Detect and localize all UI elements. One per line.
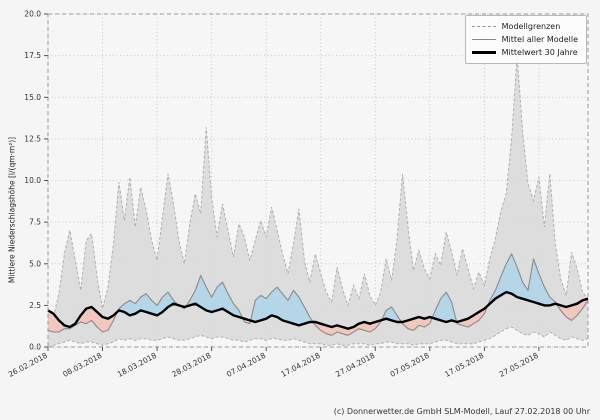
above-normal-fill — [117, 253, 557, 326]
svg-text:5.0: 5.0 — [29, 259, 41, 268]
legend-item-modellgrenzen: Modellgrenzen — [471, 20, 578, 33]
y-axis-label: Mittlere Niederschlagshöhe [l/(qm·m²)] — [7, 136, 17, 284]
legend: Modellgrenzen Mittel aller Modelle Mitte… — [464, 15, 587, 64]
svg-text:08.03.2018: 08.03.2018 — [61, 351, 103, 379]
model-lower-bound-line — [47, 326, 589, 348]
mean-30y-line — [47, 290, 589, 330]
svg-text:15.0: 15.0 — [24, 93, 41, 102]
svg-text:27.04.2018: 27.04.2018 — [334, 351, 376, 379]
svg-text:12.5: 12.5 — [24, 135, 41, 144]
legend-label: Mittelwert 30 Jahre — [501, 48, 578, 57]
svg-text:28.03.2018: 28.03.2018 — [170, 351, 212, 379]
svg-text:07.05.2018: 07.05.2018 — [389, 351, 431, 379]
dashed-line-icon — [471, 26, 496, 27]
svg-text:17.5: 17.5 — [24, 51, 41, 60]
svg-text:20.0: 20.0 — [24, 10, 41, 19]
svg-text:17.05.2018: 17.05.2018 — [443, 351, 485, 379]
svg-text:10.0: 10.0 — [24, 176, 41, 185]
svg-text:7.5: 7.5 — [29, 218, 41, 227]
x-axis-ticks: 26.02.2018 08.03.2018 18.03.2018 28.03.2018… — [7, 347, 540, 379]
svg-text:27.05.2018: 27.05.2018 — [498, 351, 540, 379]
y-axis-ticks: 0.0 2.5 5.0 7.5 10.0 12.5 15.0 17.5 20.0 — [24, 10, 48, 352]
svg-text:17.04.2018: 17.04.2018 — [279, 351, 321, 379]
model-range-band — [48, 55, 588, 347]
legend-label: Mittel aller Modelle — [501, 35, 578, 44]
axes-frame — [47, 13, 589, 348]
gray-line-icon — [471, 39, 496, 40]
svg-text:26.02.2018: 26.02.2018 — [7, 351, 49, 379]
legend-item-mittel-aller-modelle: Mittel aller Modelle — [471, 33, 578, 46]
legend-item-mittelwert-30-jahre: Mittelwert 30 Jahre — [471, 46, 578, 59]
black-line-icon — [471, 51, 496, 54]
legend-label: Modellgrenzen — [501, 22, 561, 31]
copyright-caption: (c) Donnerwetter.de GmbH SLM-Modell, Lau… — [333, 407, 590, 416]
svg-text:07.04.2018: 07.04.2018 — [225, 351, 267, 379]
svg-text:2.5: 2.5 — [29, 301, 41, 310]
svg-text:18.03.2018: 18.03.2018 — [116, 351, 158, 379]
model-mean-line — [47, 253, 589, 336]
svg-text:0.0: 0.0 — [29, 343, 41, 352]
